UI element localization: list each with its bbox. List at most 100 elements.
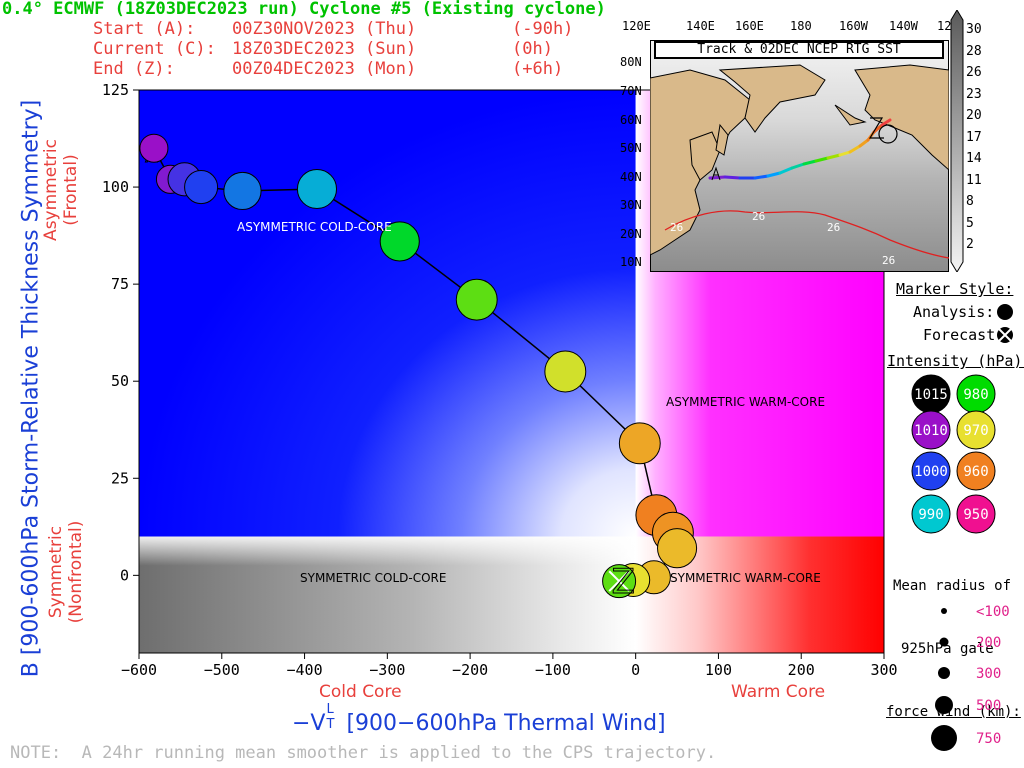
legend-forecast-label: Forecast:: [923, 326, 1005, 344]
inset-map-graphic: [650, 40, 949, 272]
y-side-top-line2: (Frontal): [61, 154, 81, 226]
start-offset: (-90h): [512, 19, 574, 39]
map-lon-label: 140W: [889, 19, 918, 33]
x-axis-label-main: −V: [292, 711, 326, 736]
colorbar-label: 11: [966, 172, 982, 188]
current-offset: (0h): [512, 39, 553, 59]
x-tick-label: 0: [631, 661, 640, 679]
colorbar-label: 23: [966, 86, 982, 102]
end-time: 00Z04DEC2023 (Mon): [232, 59, 417, 79]
x-tick-label: 300: [870, 661, 897, 679]
colorbar-label: 5: [966, 215, 974, 231]
quadrant-sym-cold-fade: [139, 536, 636, 653]
sst-label-3: 26: [827, 221, 841, 234]
quadrant-asym-cold: [139, 90, 636, 537]
x-axis-label-rest: [900−600hPa Thermal Wind]: [339, 711, 666, 736]
track-point: [296, 168, 338, 210]
track-point: [657, 528, 698, 569]
colorbar-label: 26: [966, 65, 982, 80]
colorbar-label: 28: [966, 43, 982, 59]
legend-radius-title-3: force wind (km):: [886, 704, 1021, 720]
inset-map: Track & 02DEC NCEP RTG SST 26 26 26 26: [650, 40, 949, 272]
y-tick-label: 75: [111, 275, 129, 293]
colorbar-label: 14: [966, 151, 982, 166]
map-track-segment: [723, 175, 742, 180]
colorbar-label: 8: [966, 194, 974, 209]
map-lat-label: 20N: [620, 227, 642, 241]
track-point: [455, 278, 498, 321]
legend-intensity-title: Intensity (hPa):: [887, 352, 1024, 370]
y-side-bottom-line1: Symmetric: [46, 525, 66, 619]
sst-colorbar: [950, 10, 964, 272]
y-tick-label: 100: [102, 178, 129, 196]
x-tick-label: 200: [788, 661, 815, 679]
map-track-segment: [872, 123, 884, 134]
map-track-segment: [766, 171, 782, 178]
legend-marker-title: Marker Style:: [896, 280, 1014, 298]
track: AZ: [139, 133, 698, 603]
y-side-bottom: Symmetric (Nonfrontal): [46, 497, 86, 647]
map-track-segment: [790, 162, 806, 170]
label-asym-cold: ASYMMETRIC COLD-CORE: [237, 220, 392, 234]
map-lat-label: 80N: [620, 55, 642, 69]
colorbar-label: 17: [966, 129, 982, 145]
axes: −600 −500 −400 −300 −200 −100 0 100 200 300 0 25 50 7…: [102, 81, 898, 679]
y-tick-label: 125: [102, 81, 129, 99]
map-track-segment: [858, 138, 870, 148]
y-tick-label: 50: [111, 372, 129, 390]
map-track: [708, 118, 892, 180]
track-point: [184, 170, 219, 205]
x-under-right: Warm Core: [731, 682, 826, 702]
map-track-segment: [826, 153, 842, 160]
chart-title: 0.4° ECMWF (18Z03DEC2023 run) Cyclone #5…: [2, 0, 606, 19]
sst-label-1: 26: [670, 221, 684, 234]
start-time: 00Z30NOV2023 (Thu): [232, 19, 417, 39]
map-lon-label: 140E: [686, 19, 715, 33]
y-tick-label: 0: [120, 566, 129, 584]
map-lat-label: 50N: [620, 141, 642, 155]
map-track-segment: [848, 144, 862, 154]
y-tick-label: 25: [111, 469, 129, 487]
start-label: Start (A):: [93, 19, 196, 39]
map-lat-label: 60N: [620, 113, 642, 127]
track-point: [223, 171, 262, 211]
sst-label-2: 26: [752, 210, 766, 223]
map-lat-label: 10N: [620, 255, 642, 269]
end-label: End (Z):: [93, 59, 175, 79]
track-marker-current: [608, 570, 630, 592]
current-time: 18Z03DEC2023 (Sun): [232, 39, 417, 59]
map-track-segment: [778, 166, 794, 175]
y-axis-label: B [900-600hPa Storm-Relative Thickness S…: [18, 99, 44, 678]
x-tick-label: −200: [452, 661, 488, 679]
legend-analysis-label: Analysis:: [913, 303, 995, 321]
x-tick-label: −600: [121, 661, 157, 679]
map-lat-label: 30N: [620, 198, 642, 212]
x-tick-label: −500: [204, 661, 240, 679]
map-lon-label: 180: [790, 19, 812, 33]
map-lon-label: 160E: [735, 19, 764, 33]
map-track-segment: [838, 150, 852, 157]
map-title: Track & 02DEC NCEP RTG SST: [654, 41, 944, 59]
track-point: [139, 133, 169, 163]
legend-radius-title-2: 925hPa gale: [901, 641, 994, 657]
x-under-left: Cold Core: [319, 682, 402, 702]
track-point: [618, 422, 661, 465]
footer-note: NOTE: A 24hr running mean smoother is ap…: [10, 743, 717, 763]
end-offset: (+6h): [512, 59, 564, 79]
legend-radius-title: Mean radius of 925hPa gale force wind (k…: [886, 534, 1021, 765]
current-label: Current (C):: [93, 39, 216, 59]
sst-label-4: 26: [882, 254, 896, 267]
y-side-bottom-line2: (Nonfrontal): [66, 520, 86, 624]
map-lon-label: 160W: [839, 19, 868, 33]
x-tick-label: −100: [535, 661, 571, 679]
label-asym-warm: ASYMMETRIC WARM-CORE: [666, 395, 826, 409]
colorbar-label: 2: [966, 237, 974, 252]
y-side-top: Asymmetric (Frontal): [41, 120, 81, 260]
colorbar-label: 30: [966, 22, 982, 37]
track-marker-end: Z: [612, 562, 635, 602]
legend-radius-title-1: Mean radius of: [893, 578, 1012, 594]
plot-frame: [138, 89, 885, 654]
map-track-segment: [880, 118, 892, 127]
